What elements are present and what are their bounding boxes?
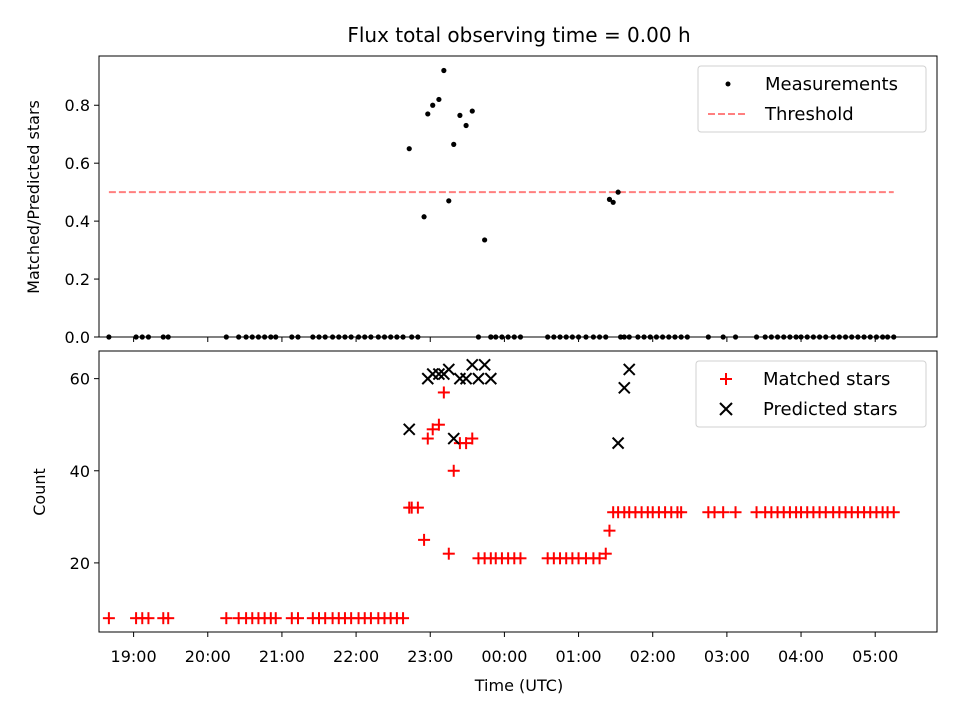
matched-star-point xyxy=(729,506,742,519)
top-panel: Flux total observing time = 0.00 h Match… xyxy=(24,23,938,347)
legend-measurements-marker xyxy=(725,81,731,87)
legend-matched-marker xyxy=(720,373,732,385)
x-tick-label: 02:00 xyxy=(630,647,676,666)
measurement-point xyxy=(441,67,447,74)
bottom-legend: Matched stars Predicted stars xyxy=(695,360,927,428)
top-y-tick-label: 0.2 xyxy=(65,270,90,289)
measurement-point xyxy=(615,189,621,195)
measurement-point xyxy=(406,146,412,152)
predicted-star-point xyxy=(447,432,460,445)
x-tick-label: 00:00 xyxy=(481,647,527,666)
measurement-point xyxy=(469,108,475,114)
predicted-star-point xyxy=(432,367,446,381)
measurement-point xyxy=(421,214,427,220)
legend-predicted-marker xyxy=(719,402,733,416)
bottom-panel: Count Time (UTC) 20 40 60 19:00 20:00 21:00 2… xyxy=(30,350,938,695)
top-legend: Measurements Threshold xyxy=(697,65,927,133)
matched-stars-points xyxy=(102,386,900,625)
legend-matched-label: Matched stars xyxy=(763,369,890,390)
measurement-point xyxy=(610,199,616,205)
bottom-y-ticks: 20 40 60 xyxy=(70,370,99,573)
x-tick-label: 21:00 xyxy=(259,647,305,666)
top-y-tick-label: 0.6 xyxy=(65,154,90,173)
top-y-tick-label: 0.0 xyxy=(65,328,90,347)
matched-star-point xyxy=(603,524,616,537)
predicted-star-point xyxy=(466,358,479,372)
predicted-stars-points xyxy=(403,358,636,450)
matched-star-point xyxy=(426,423,439,436)
matched-star-point xyxy=(162,612,175,625)
x-tick-label: 22:00 xyxy=(333,647,379,666)
matched-star-point xyxy=(675,506,688,519)
matched-star-point xyxy=(447,464,460,477)
chart-title: Flux total observing time = 0.00 h xyxy=(347,23,690,47)
x-tick-label: 03:00 xyxy=(704,647,750,666)
legend-threshold-label: Threshold xyxy=(764,104,854,125)
measurement-point xyxy=(463,122,469,129)
predicted-star-point xyxy=(484,372,498,385)
x-axis-label: Time (UTC) xyxy=(474,676,563,695)
matched-star-point xyxy=(466,432,479,445)
top-y-axis-label: Matched/Predicted stars xyxy=(24,100,43,294)
predicted-star-point xyxy=(623,363,636,376)
measurement-point xyxy=(436,96,442,103)
matched-star-point xyxy=(460,437,473,450)
x-tick-label: 05:00 xyxy=(852,647,898,666)
top-y-tick-label: 0.4 xyxy=(65,212,90,231)
matched-star-point xyxy=(421,432,434,445)
matched-star-point xyxy=(717,506,730,519)
predicted-star-point xyxy=(442,363,455,376)
x-tick-label: 23:00 xyxy=(407,647,453,666)
measurement-point xyxy=(457,112,463,118)
measurement-point xyxy=(425,111,431,117)
matched-star-point xyxy=(397,612,410,625)
matched-star-point xyxy=(442,547,455,560)
matched-star-point xyxy=(142,612,155,625)
predicted-star-point xyxy=(618,381,631,395)
bottom-y-tick-label: 20 xyxy=(70,554,90,573)
predicted-star-point xyxy=(459,372,473,385)
measurement-point xyxy=(606,196,613,202)
matched-star-point xyxy=(514,552,527,565)
predicted-star-point xyxy=(611,436,625,450)
x-tick-label: 19:00 xyxy=(111,647,157,666)
x-tick-label: 04:00 xyxy=(778,647,824,666)
predicted-star-point xyxy=(478,358,491,372)
matched-star-point xyxy=(437,386,450,399)
matched-star-point xyxy=(102,612,115,625)
measurement-point xyxy=(446,198,452,204)
matched-star-point xyxy=(291,612,304,625)
matched-star-point xyxy=(593,552,606,565)
legend-measurements-label: Measurements xyxy=(765,74,898,95)
predicted-star-point xyxy=(403,423,416,436)
matched-star-point xyxy=(220,612,233,625)
matched-star-point xyxy=(432,418,445,431)
x-tick-label: 01:00 xyxy=(556,647,602,666)
matched-star-point xyxy=(411,501,424,514)
matched-star-point xyxy=(887,506,900,519)
legend-predicted-label: Predicted stars xyxy=(763,399,897,420)
bottom-y-tick-label: 60 xyxy=(70,370,90,389)
bottom-y-tick-label: 40 xyxy=(70,462,90,481)
measurement-point xyxy=(451,141,457,147)
bottom-axes-frame xyxy=(98,350,938,633)
bottom-x-ticks: 19:00 20:00 21:00 22:00 23:00 00:00 01:00 02:00… xyxy=(111,632,898,666)
measurement-point xyxy=(430,102,436,108)
matched-star-point xyxy=(269,612,282,625)
top-y-tick-label: 0.8 xyxy=(65,96,90,115)
x-tick-label: 20:00 xyxy=(185,647,231,666)
top-axes-frame xyxy=(98,55,938,338)
matched-star-point xyxy=(599,547,612,560)
bottom-y-axis-label: Count xyxy=(30,468,49,516)
matched-star-point xyxy=(418,533,431,546)
measurement-point xyxy=(482,237,488,243)
top-y-ticks: 0.0 0.2 0.4 0.6 0.8 xyxy=(65,96,99,347)
predicted-star-point xyxy=(472,372,485,385)
